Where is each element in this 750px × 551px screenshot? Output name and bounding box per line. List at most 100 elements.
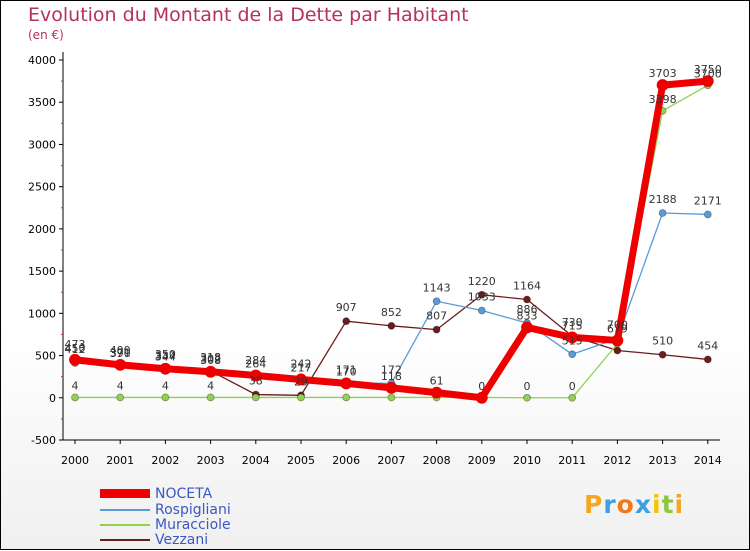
data-label-rospigliani: 172 <box>381 363 402 376</box>
data-point-muracciole <box>251 393 260 402</box>
data-label-noceta: 833 <box>517 309 538 322</box>
data-label-rospigliani: 1033 <box>468 291 496 304</box>
data-label-noceta: 715 <box>562 319 583 332</box>
x-tick-label: 2009 <box>468 454 496 467</box>
data-label-vezzani: 1220 <box>468 275 496 288</box>
data-label-rospigliani: 515 <box>562 334 583 347</box>
y-tick-label: 1500 <box>28 265 56 278</box>
data-point-muracciole <box>523 393 531 402</box>
chart-title: Evolution du Montant de la Dette par Hab… <box>28 4 469 26</box>
data-point-noceta <box>701 75 714 88</box>
data-label-rospigliani: 302 <box>200 352 221 365</box>
x-tick-label: 2001 <box>106 454 134 467</box>
data-label-rospigliani: 1143 <box>423 281 451 294</box>
data-label-noceta: 0 <box>478 380 485 393</box>
logo-letter: i <box>674 490 685 519</box>
data-point-noceta <box>249 369 262 382</box>
data-label-vezzani: 807 <box>426 310 447 323</box>
data-point-noceta <box>611 334 624 347</box>
y-tick-label: 500 <box>35 350 56 363</box>
logo-letter: t <box>661 490 675 519</box>
data-point-noceta <box>385 381 398 394</box>
data-point-vezzani <box>613 346 622 355</box>
x-tick-label: 2013 <box>649 454 677 467</box>
data-label-noceta: 118 <box>381 370 402 383</box>
data-label-noceta: 344 <box>155 351 176 364</box>
data-point-muracciole <box>387 393 396 402</box>
logo-letter: P <box>584 490 604 519</box>
data-point-noceta <box>69 353 81 366</box>
data-point-muracciole <box>71 393 79 402</box>
x-tick-label: 2005 <box>287 454 315 467</box>
data-point-muracciole <box>206 393 215 402</box>
y-tick-label: 4000 <box>28 54 56 67</box>
y-tick-label: 1000 <box>28 307 56 320</box>
proxiti-logo: Proxiti <box>584 490 684 519</box>
x-tick-label: 2006 <box>332 454 360 467</box>
data-label-rospigliani: 886 <box>517 303 538 316</box>
data-point-noceta <box>340 377 353 390</box>
data-label-vezzani: 318 <box>200 351 221 364</box>
data-label-muracciole: 4 <box>72 379 79 392</box>
data-label-noceta: 3703 <box>649 67 677 80</box>
data-label-rospigliani: 371 <box>110 346 131 359</box>
y-tick-label: 0 <box>49 392 56 405</box>
y-tick-label: 3500 <box>28 96 56 109</box>
data-label-muracciole: 4 <box>207 379 214 392</box>
data-point-noceta <box>656 79 669 91</box>
data-label-noceta: 61 <box>430 375 444 388</box>
data-label-noceta: 450 <box>65 342 86 355</box>
data-label-noceta: 308 <box>200 354 221 367</box>
x-tick-label: 2010 <box>513 454 541 467</box>
data-point-muracciole <box>116 393 125 402</box>
data-point-vezzani <box>342 317 351 326</box>
data-label-rospigliani: 337 <box>155 349 176 362</box>
logo-letter: r <box>603 490 617 519</box>
data-label-muracciole: 4 <box>117 379 124 392</box>
data-label-vezzani: 454 <box>697 339 718 352</box>
logo-letter: i <box>652 490 662 519</box>
data-point-noceta <box>295 373 307 386</box>
data-point-noceta <box>475 391 488 404</box>
data-label-vezzani: 400 <box>110 344 131 357</box>
logo-letter: x <box>634 490 652 519</box>
data-point-noceta <box>430 386 443 399</box>
chart-subtitle: (en €) <box>28 28 64 42</box>
data-point-muracciole <box>342 393 351 402</box>
data-label-noceta: 170 <box>336 365 357 378</box>
data-label-vezzani: 29 <box>294 375 308 388</box>
data-label-vezzani: 38 <box>249 375 263 388</box>
legend-label-noceta: NOCETA <box>155 486 213 502</box>
y-tick-label: 2000 <box>28 223 56 236</box>
data-point-noceta <box>159 362 172 375</box>
data-label-muracciole: 0 <box>524 380 531 393</box>
data-label-rospigliani: 2171 <box>694 194 722 207</box>
x-tick-label: 2000 <box>61 454 89 467</box>
data-point-vezzani <box>432 325 441 334</box>
data-point-vezzani <box>477 290 486 299</box>
legend-swatch-muracciole <box>100 524 150 526</box>
data-point-rospigliani <box>568 350 577 359</box>
y-tick-label: 3000 <box>28 138 56 151</box>
data-label-noceta: 217 <box>291 361 312 374</box>
data-label-vezzani: 1164 <box>513 279 541 292</box>
data-point-vezzani <box>658 350 667 359</box>
logo-letter: o <box>616 490 635 519</box>
legend-label-vezzani: Vezzani <box>155 532 209 548</box>
data-label-noceta: 390 <box>110 347 131 360</box>
data-label-muracciole: 0 <box>569 380 576 393</box>
data-point-vezzani <box>703 355 712 364</box>
x-tick-label: 2004 <box>242 454 270 467</box>
y-tick-label: -500 <box>31 434 56 447</box>
x-tick-label: 2003 <box>197 454 225 467</box>
data-label-vezzani: 350 <box>155 348 176 361</box>
data-point-muracciole <box>161 393 170 402</box>
data-point-noceta <box>114 358 127 371</box>
data-point-rospigliani <box>658 209 667 217</box>
data-label-rospigliani: 171 <box>336 363 357 376</box>
legend-label-muracciole: Muracciole <box>155 517 231 533</box>
data-label-rospigliani: 412 <box>65 343 86 356</box>
data-label-noceta: 679 <box>607 322 628 335</box>
